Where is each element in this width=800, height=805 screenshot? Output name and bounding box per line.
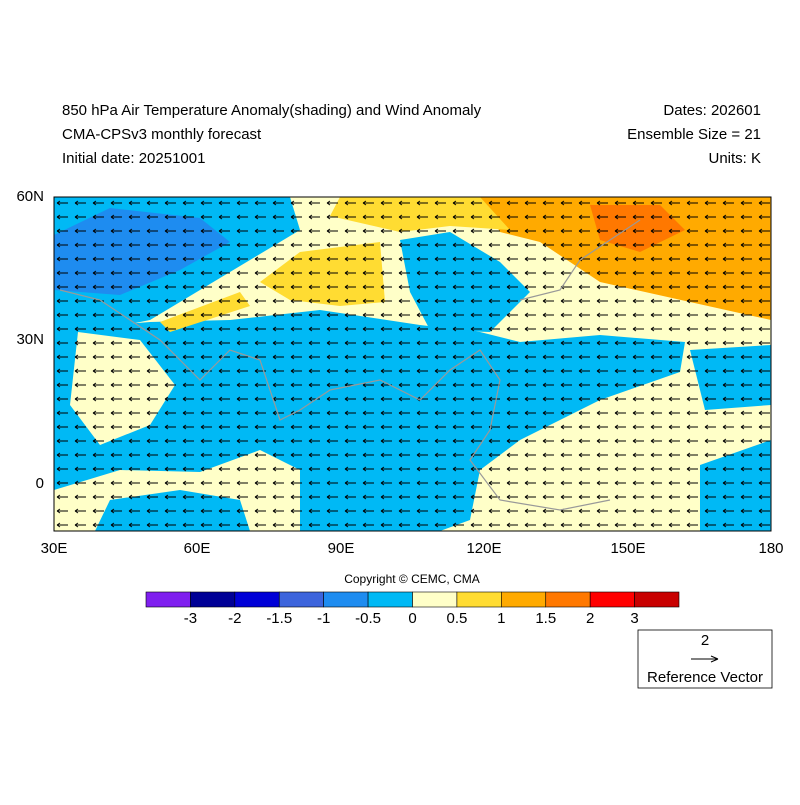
colorbar-box [278, 591, 324, 608]
title-line: Initial date: 20251001 [62, 150, 205, 167]
title-line: Units: K [708, 150, 761, 167]
colorbar-label: 0.5 [446, 610, 467, 627]
y-tick-label: 60N [16, 188, 44, 205]
colorbar: -3 -2 -1.5 -1 -0.5 0 0.5 1 1.5 2 3 [145, 591, 680, 627]
colorbar-box [412, 591, 458, 608]
colorbar-box [190, 591, 236, 608]
y-tick-label: 0 [36, 475, 44, 492]
x-tick-label: 120E [466, 540, 501, 557]
colorbar-box [323, 591, 369, 608]
title-line: Dates: 202601 [663, 102, 761, 119]
colorbar-box [501, 591, 547, 608]
map-frame [53, 196, 772, 532]
y-tick-label: 30N [16, 331, 44, 348]
reference-value: 2 [701, 632, 709, 649]
colorbar-box [589, 591, 635, 608]
colorbar-label: -1.5 [266, 610, 292, 627]
x-tick-label: 180 [758, 540, 783, 557]
map-field [54, 197, 771, 531]
colorbar-box [634, 591, 680, 608]
colorbar-label: 2 [586, 610, 594, 627]
colorbar-box [367, 591, 413, 608]
colorbar-box [145, 591, 191, 608]
colorbar-label: -1 [317, 610, 330, 627]
colorbar-box [234, 591, 280, 608]
title-line: 850 hPa Air Temperature Anomaly(shading)… [62, 102, 482, 119]
colorbar-label: 3 [630, 610, 638, 627]
colorbar-box [545, 591, 591, 608]
colorbar-label: -2 [228, 610, 241, 627]
colorbar-label: 1.5 [535, 610, 556, 627]
x-tick-label: 60E [184, 540, 211, 557]
title-line: CMA-CPSv3 monthly forecast [62, 126, 262, 143]
colorbar-label: 0 [408, 610, 416, 627]
colorbar-label: -0.5 [355, 610, 381, 627]
x-tick-label: 90E [328, 540, 355, 557]
colorbar-box [456, 591, 502, 608]
x-tick-label: 150E [610, 540, 645, 557]
reference-label: Reference Vector [647, 669, 763, 686]
copyright: Copyright © CEMC, CMA [344, 572, 480, 586]
title-line: Ensemble Size = 21 [627, 126, 761, 143]
x-tick-label: 30E [41, 540, 68, 557]
colorbar-label: 1 [497, 610, 505, 627]
colorbar-label: -3 [184, 610, 197, 627]
reference-arrow [691, 655, 719, 663]
